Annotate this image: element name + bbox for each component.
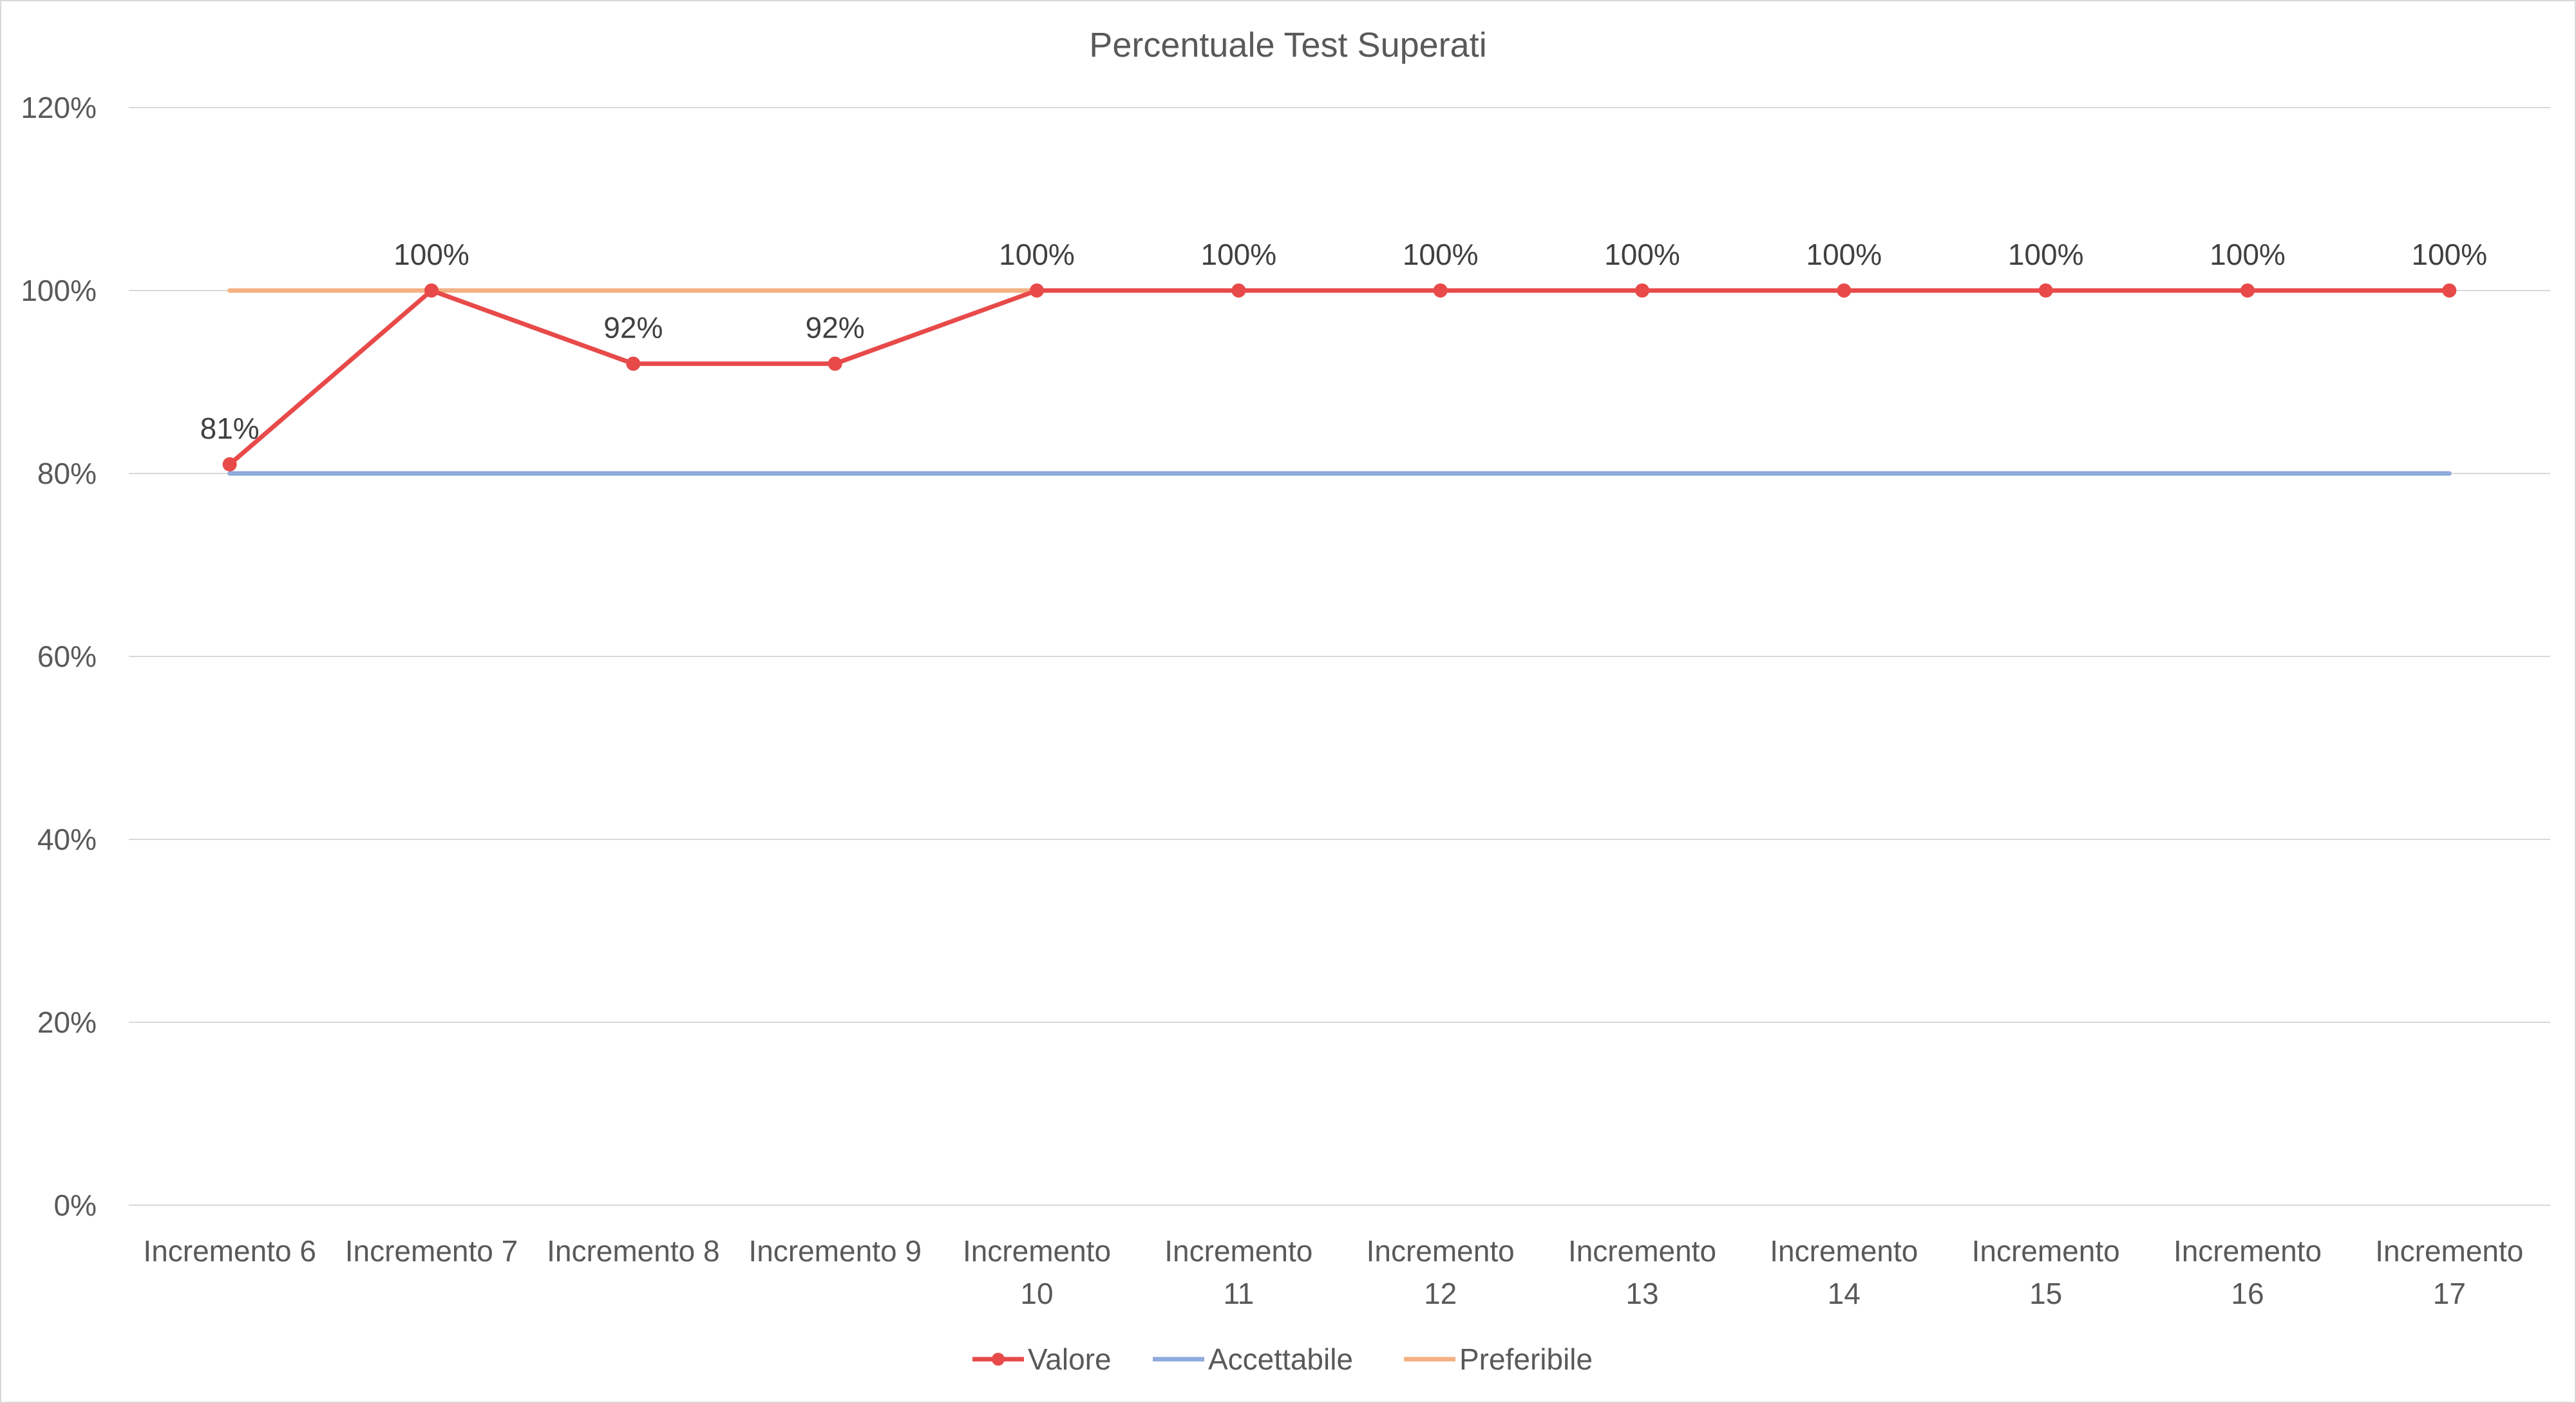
x-tick-label: Incremento 6: [143, 1234, 316, 1268]
data-label: 92%: [806, 311, 865, 345]
x-tick-label-line: 17: [2433, 1277, 2466, 1310]
data-label: 100%: [1806, 238, 1882, 271]
legend-label: Valore: [1028, 1342, 1112, 1376]
x-tick-label: Incremento 12: [1367, 1234, 1515, 1310]
x-tick-label-line: 12: [1424, 1277, 1457, 1310]
y-tick-label: 120%: [21, 91, 97, 124]
legend-item-accettabile[interactable]: Accettabile: [1153, 1342, 1353, 1376]
x-tick-label-line: Incremento 8: [547, 1234, 719, 1268]
y-tick-label: 60%: [37, 640, 97, 673]
x-tick-label-line: 16: [2231, 1277, 2264, 1310]
x-axis-ticks: Incremento 6 Incremento 7 Incremento 8 Incr…: [143, 1234, 2523, 1310]
data-point[interactable]: [1635, 283, 1649, 298]
legend[interactable]: Valore Accettabile Preferibile: [972, 1342, 1593, 1376]
data-point[interactable]: [1433, 283, 1448, 298]
y-tick-label: 0%: [54, 1188, 97, 1222]
data-label: 100%: [2210, 238, 2286, 271]
x-tick-label-line: 15: [2029, 1277, 2062, 1310]
y-tick-label: 40%: [37, 823, 97, 856]
data-point[interactable]: [2240, 283, 2255, 298]
x-tick-label: Incremento 8: [547, 1234, 719, 1268]
data-label: 81%: [200, 412, 260, 445]
data-point[interactable]: [222, 457, 237, 472]
data-point[interactable]: [2442, 283, 2457, 298]
x-tick-label-line: Incremento: [1770, 1234, 1918, 1268]
x-tick-label-line: Incremento: [2375, 1234, 2523, 1268]
x-tick-label: Incremento 16: [2174, 1234, 2322, 1310]
legend-item-valore[interactable]: Valore: [972, 1342, 1112, 1376]
data-label: 100%: [1604, 238, 1680, 271]
legend-label: Accettabile: [1208, 1342, 1353, 1376]
x-tick-label: Incremento 10: [963, 1234, 1111, 1310]
legend-label: Preferibile: [1459, 1342, 1593, 1376]
gridlines: [129, 107, 2550, 1206]
data-label: 100%: [393, 238, 469, 271]
data-label: 92%: [603, 311, 663, 345]
data-point[interactable]: [626, 356, 641, 371]
x-tick-label: Incremento 7: [345, 1234, 518, 1268]
data-labels: 81% 100% 92% 92% 100% 100% 100% 100% 100% 100% 100…: [200, 238, 2488, 445]
data-point[interactable]: [1231, 283, 1246, 298]
x-tick-label-line: Incremento: [963, 1234, 1111, 1268]
x-tick-label-line: Incremento 6: [143, 1234, 316, 1268]
series-line-valore: [227, 288, 2452, 467]
x-tick-label-line: Incremento: [1972, 1234, 2120, 1268]
x-tick-label-line: 14: [1828, 1277, 1861, 1310]
x-tick-label-line: Incremento: [2174, 1234, 2322, 1268]
x-tick-label: Incremento 15: [1972, 1234, 2120, 1310]
y-axis-ticks: 0% 20% 40% 60% 80% 100% 120%: [21, 91, 97, 1222]
data-point[interactable]: [1837, 283, 1852, 298]
x-tick-label-line: 13: [1625, 1277, 1658, 1310]
data-label: 100%: [1403, 238, 1479, 271]
x-tick-label-line: Incremento: [1164, 1234, 1312, 1268]
x-tick-label-line: Incremento 9: [748, 1234, 921, 1268]
data-point[interactable]: [828, 356, 842, 371]
data-label: 100%: [2008, 238, 2084, 271]
x-tick-label-line: Incremento: [1568, 1234, 1716, 1268]
data-label: 100%: [2412, 238, 2488, 271]
x-tick-label-line: Incremento: [1367, 1234, 1515, 1268]
x-tick-label: Incremento 13: [1568, 1234, 1716, 1310]
chart-title: Percentuale Test Superati: [1089, 26, 1486, 64]
data-label: 100%: [999, 238, 1075, 271]
data-point[interactable]: [2038, 283, 2053, 298]
x-tick-label-line: 11: [1223, 1277, 1254, 1310]
legend-item-preferibile[interactable]: Preferibile: [1404, 1342, 1593, 1376]
series-lines: [222, 283, 2457, 476]
y-tick-label: 80%: [37, 457, 97, 490]
y-tick-label: 100%: [21, 274, 97, 307]
x-tick-label-line: 10: [1020, 1277, 1053, 1310]
data-label: 100%: [1201, 238, 1277, 271]
x-tick-label: Incremento 14: [1770, 1234, 1918, 1310]
x-tick-label: Incremento 11: [1164, 1234, 1312, 1310]
x-tick-label: Incremento 9: [748, 1234, 921, 1268]
legend-marker: [992, 1353, 1005, 1366]
data-point[interactable]: [424, 283, 439, 298]
y-tick-label: 20%: [37, 1006, 97, 1039]
data-point[interactable]: [1030, 283, 1044, 298]
x-tick-label-line: Incremento 7: [345, 1234, 518, 1268]
x-tick-label: Incremento 17: [2375, 1234, 2523, 1310]
